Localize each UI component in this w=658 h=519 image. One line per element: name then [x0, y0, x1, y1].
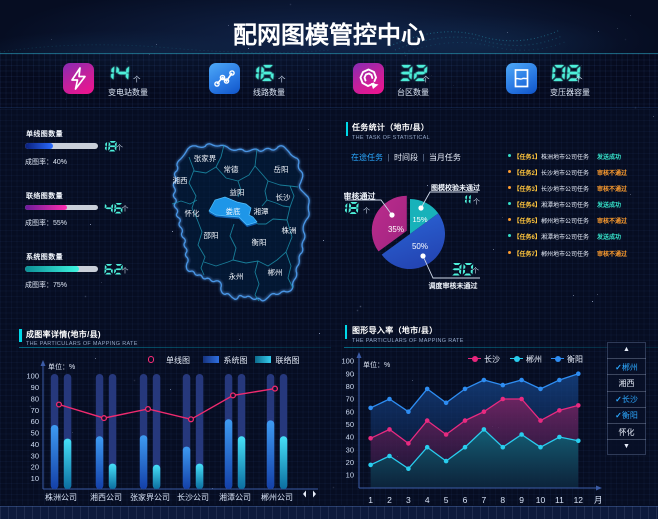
svg-text:20: 20: [31, 463, 39, 472]
svg-text:9: 9: [519, 495, 524, 505]
svg-text:80: 80: [31, 394, 39, 403]
svg-text:70: 70: [31, 406, 39, 415]
svg-text:60: 60: [31, 417, 39, 426]
svg-text:月: 月: [594, 495, 603, 505]
svg-text:郴州: 郴州: [268, 268, 283, 277]
svg-text:80: 80: [346, 382, 354, 391]
svg-text:郴州公司: 郴州公司: [261, 493, 293, 502]
svg-text:90: 90: [346, 369, 354, 378]
svg-text:湘西: 湘西: [173, 176, 188, 185]
svg-text:6: 6: [463, 495, 468, 505]
svg-text:40: 40: [346, 433, 354, 442]
svg-text:30: 30: [31, 451, 39, 460]
svg-text:怀化: 怀化: [185, 208, 200, 218]
svg-text:邵阳: 邵阳: [204, 231, 219, 240]
svg-text:张家界: 张家界: [194, 153, 217, 163]
svg-text:50: 50: [346, 420, 354, 429]
svg-text:90: 90: [31, 383, 39, 392]
svg-text:益阳: 益阳: [230, 187, 245, 197]
svg-text:10: 10: [536, 495, 546, 505]
svg-text:35%: 35%: [388, 225, 404, 234]
svg-text:湘西公司: 湘西公司: [90, 492, 122, 502]
svg-text:8: 8: [500, 495, 505, 505]
svg-text:100: 100: [26, 372, 39, 381]
svg-text:株洲: 株洲: [282, 225, 297, 235]
svg-text:长沙公司: 长沙公司: [177, 492, 209, 502]
svg-text:70: 70: [346, 395, 354, 404]
svg-text:5: 5: [444, 495, 449, 505]
svg-text:娄底: 娄底: [226, 206, 241, 216]
svg-text:张家界公司: 张家界公司: [130, 492, 170, 502]
svg-text:12: 12: [574, 495, 584, 505]
svg-text:11: 11: [555, 495, 564, 505]
svg-text:湘潭公司: 湘潭公司: [219, 492, 251, 502]
svg-text:10: 10: [31, 474, 39, 483]
svg-text:岳阳: 岳阳: [274, 164, 289, 174]
svg-text:20: 20: [346, 458, 354, 467]
svg-text:7: 7: [482, 495, 487, 505]
svg-text:常德: 常德: [224, 164, 239, 174]
svg-text:15%: 15%: [412, 215, 427, 224]
svg-text:长沙: 长沙: [276, 192, 291, 202]
svg-text:60: 60: [346, 407, 354, 416]
svg-text:100: 100: [341, 357, 354, 366]
svg-text:10: 10: [346, 471, 354, 480]
svg-text:1: 1: [368, 495, 373, 505]
svg-text:湘潭: 湘潭: [254, 207, 269, 216]
svg-text:株洲公司: 株洲公司: [45, 492, 77, 502]
svg-text:50: 50: [31, 429, 39, 438]
svg-text:40: 40: [31, 440, 39, 449]
svg-text:50%: 50%: [412, 242, 428, 251]
svg-text:30: 30: [346, 445, 354, 454]
svg-text:4: 4: [425, 495, 430, 505]
svg-text:3: 3: [406, 495, 411, 505]
svg-text:衡阳: 衡阳: [252, 237, 267, 247]
svg-text:2: 2: [387, 495, 392, 505]
svg-text:永州: 永州: [229, 271, 244, 281]
